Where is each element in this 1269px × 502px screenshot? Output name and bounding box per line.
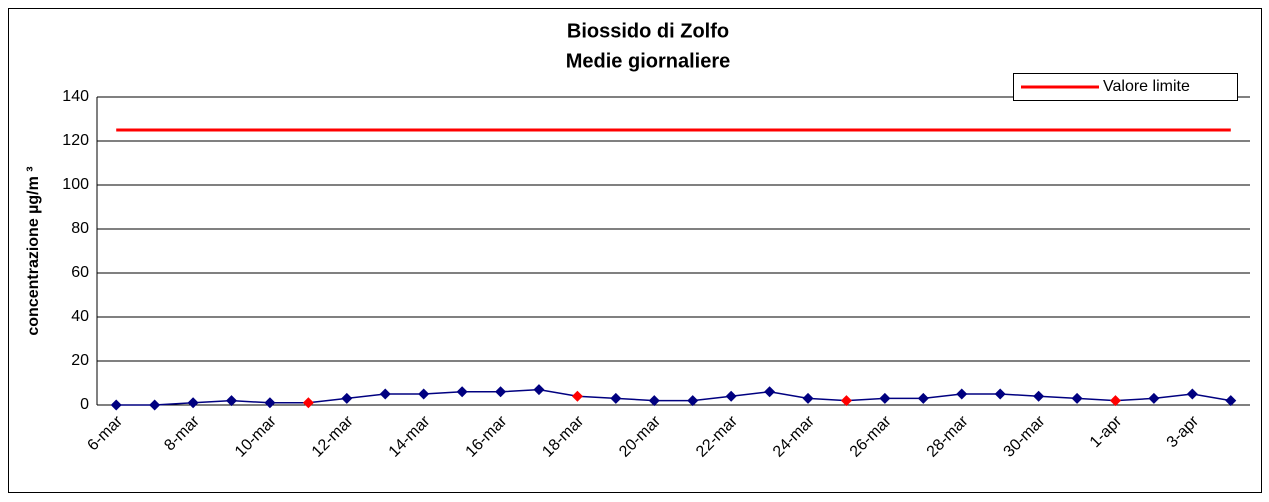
data-point (1033, 390, 1045, 402)
chart-title: Biossido di Zolfo (567, 20, 729, 42)
data-point (1071, 392, 1083, 404)
data-point (302, 397, 314, 409)
y-tick-label: 140 (62, 88, 89, 105)
data-point (687, 395, 699, 407)
data-point (187, 397, 199, 409)
data-point (110, 399, 122, 411)
data-point (379, 388, 391, 400)
data-point (1186, 388, 1198, 400)
y-tick-label: 120 (62, 132, 89, 149)
data-point (802, 392, 814, 404)
data-point (264, 397, 276, 409)
chart-subtitle: Medie giornaliere (566, 50, 731, 72)
y-tick-label: 20 (71, 352, 89, 369)
y-tick-label: 100 (62, 176, 89, 193)
y-tick-label: 80 (71, 220, 89, 237)
y-tick-label: 40 (71, 308, 89, 325)
data-point (1148, 392, 1160, 404)
data-point (456, 386, 468, 398)
data-point (571, 390, 583, 402)
data-point (956, 388, 968, 400)
legend-label: Valore limite (1103, 78, 1190, 95)
data-point (994, 388, 1006, 400)
data-point (533, 384, 545, 396)
y-tick-label: 60 (71, 264, 89, 281)
data-point (610, 392, 622, 404)
data-point (418, 388, 430, 400)
data-point (1225, 395, 1237, 407)
data-point (879, 392, 891, 404)
data-point (341, 392, 353, 404)
data-point (917, 392, 929, 404)
data-point (648, 395, 660, 407)
data-point (764, 386, 776, 398)
data-point (495, 386, 507, 398)
y-axis-label: concentrazione µg/m ³ (25, 166, 42, 335)
y-tick-label: 0 (80, 396, 89, 413)
data-line (116, 388, 1231, 406)
data-point (226, 395, 238, 407)
data-point (149, 399, 161, 411)
data-point (725, 390, 737, 402)
data-point (1109, 395, 1121, 407)
data-point (840, 395, 852, 407)
